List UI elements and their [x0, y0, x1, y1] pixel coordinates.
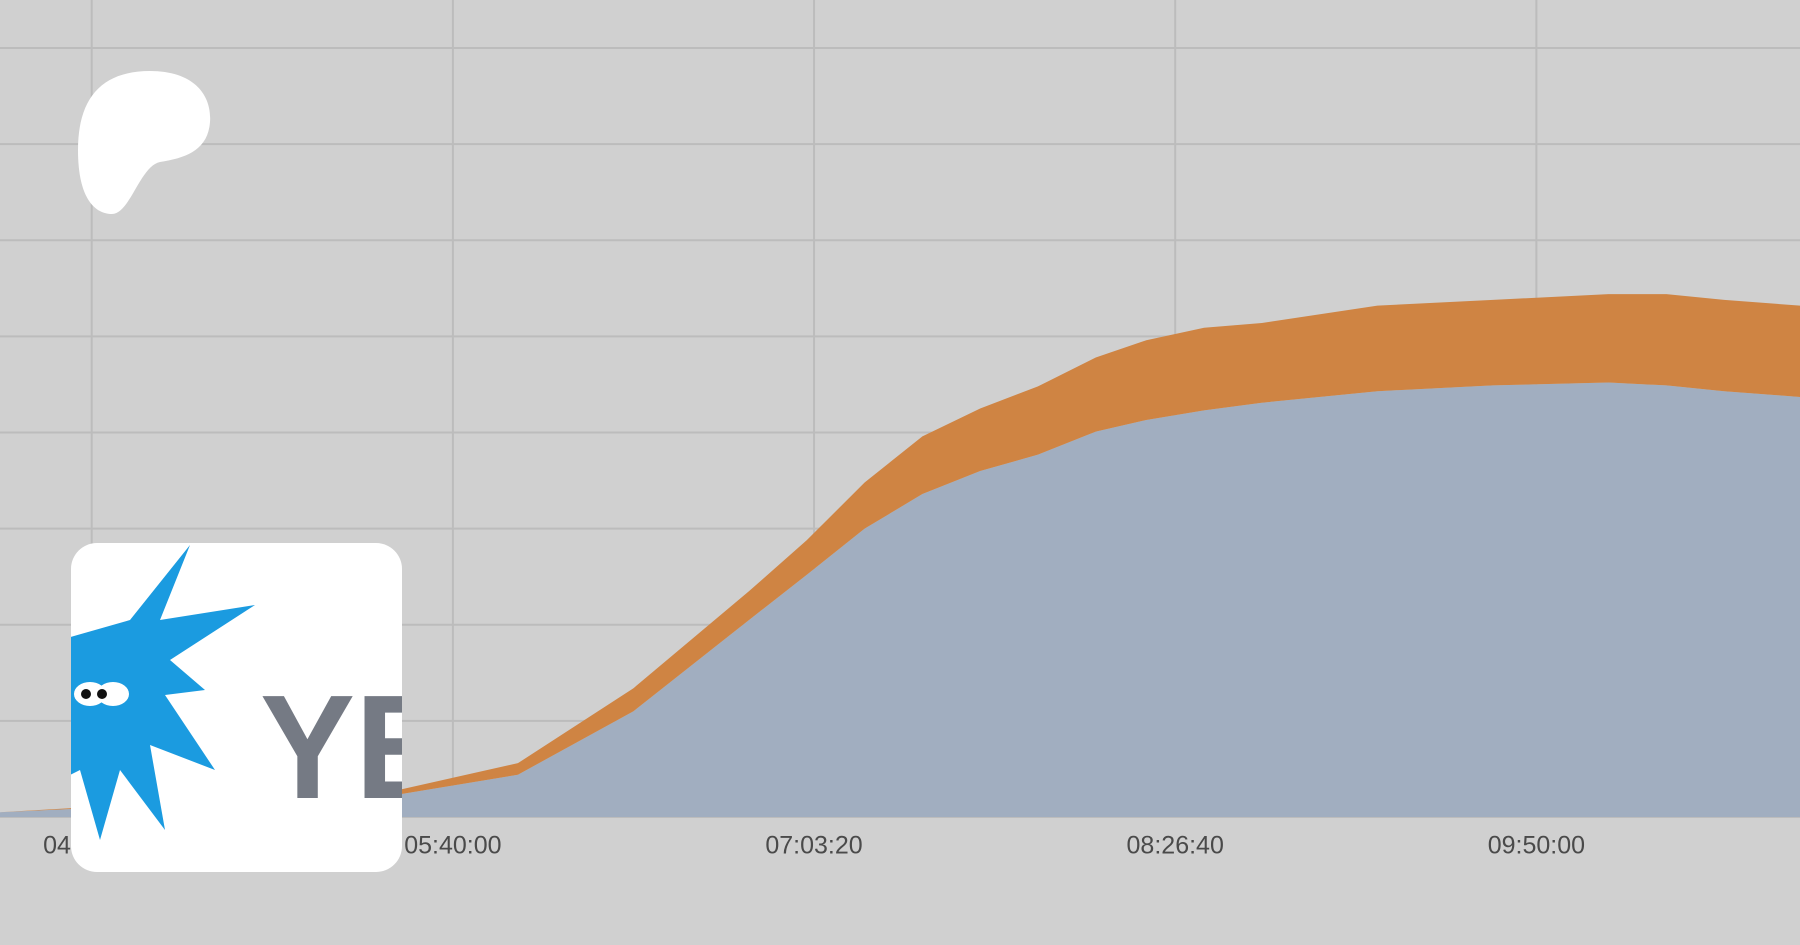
patreon-logo [78, 71, 211, 214]
areas [0, 294, 1800, 817]
x-tick-label: 09:50:00 [1488, 832, 1585, 860]
thumbnail-text: YE [260, 665, 450, 830]
overlay: YE [71, 71, 450, 872]
area [0, 382, 1800, 817]
mascot-pupil [97, 689, 107, 699]
x-tick-label: 07:03:20 [765, 832, 862, 860]
x-tick-label: 08:26:40 [1127, 832, 1224, 860]
mascot-eye [97, 682, 129, 706]
x-tick-label: 05:40:00 [404, 832, 501, 860]
thumbnail-mascot [71, 545, 255, 840]
mascot-pupil [81, 689, 91, 699]
area [0, 294, 1800, 813]
